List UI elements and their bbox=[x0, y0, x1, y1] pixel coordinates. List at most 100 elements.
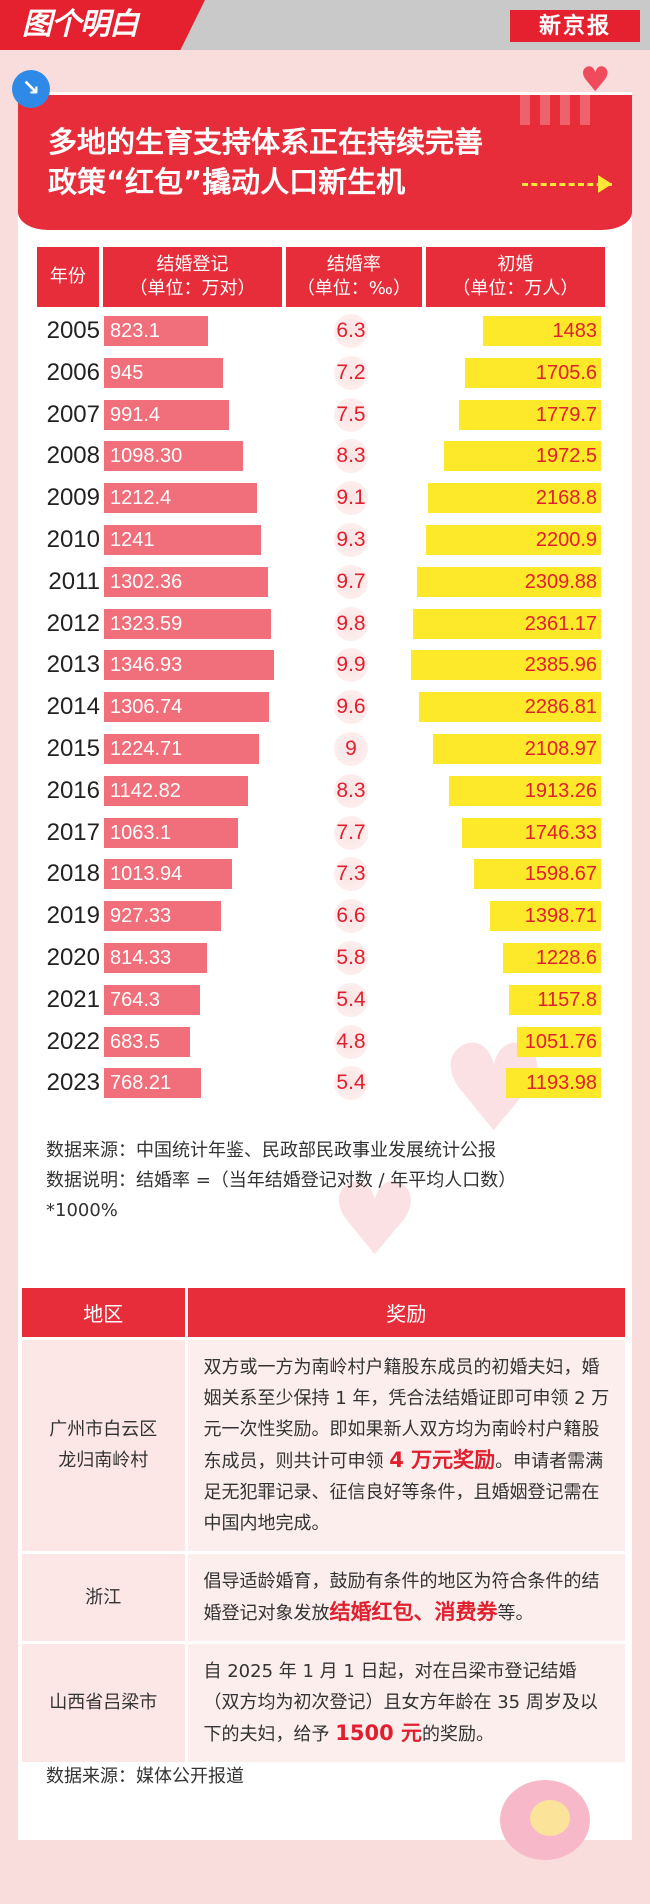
first-marriage-bar bbox=[503, 943, 601, 973]
rate-marker bbox=[334, 355, 368, 390]
reward-highlight: 结婚红包、消费券 bbox=[329, 1599, 498, 1624]
marriage-value-label: 1013.94 bbox=[110, 863, 183, 886]
rate-marker bbox=[334, 523, 368, 557]
year-label: 2010 bbox=[46, 526, 100, 553]
header-first-unit: （单位：万人） bbox=[452, 278, 579, 299]
first-marriage-value-label: 1913.26 bbox=[524, 779, 597, 802]
table-row: 2021 764.3 5.4 1157.8 bbox=[0, 979, 650, 1021]
first-marriage-value-label: 2361.17 bbox=[524, 612, 597, 635]
marriage-value-label: 927.33 bbox=[110, 905, 172, 928]
year-label: 2005 bbox=[46, 317, 100, 344]
brand-logo-right: 新京报 bbox=[510, 10, 640, 42]
policy-header-reward: 奖励 bbox=[186, 1288, 628, 1338]
marriage-value-label: 1323.59 bbox=[110, 612, 183, 635]
table-row: 2008 1098.30 8.3 1972.5 bbox=[0, 435, 650, 477]
first-marriage-bar bbox=[508, 984, 601, 1015]
marriage-bar bbox=[104, 775, 249, 806]
marriage-bar bbox=[104, 1026, 191, 1057]
first-marriage-bar bbox=[517, 1026, 601, 1057]
header-marriage-unit: （单位：万对） bbox=[129, 278, 256, 299]
header-rate: 结婚率 （单位：‰） bbox=[286, 247, 422, 307]
rate-marker bbox=[334, 857, 368, 892]
year-label: 2021 bbox=[46, 985, 100, 1013]
first-marriage-bar bbox=[461, 817, 601, 848]
year-label: 2018 bbox=[46, 860, 100, 888]
year-label: 2013 bbox=[46, 651, 100, 679]
marriage-bar bbox=[104, 901, 222, 932]
rate-marker bbox=[334, 1066, 368, 1101]
first-marriage-bar bbox=[505, 1068, 601, 1099]
marriage-bar bbox=[104, 817, 239, 848]
rate-marker bbox=[334, 773, 368, 808]
flower-center-decoration bbox=[530, 1800, 570, 1836]
rate-value-label: 6.3 bbox=[336, 319, 366, 342]
policy-reward: 倡导适龄婚育，鼓励有条件的地区为符合条件的结婚登记对象发放结婚红包、消费券等。 bbox=[186, 1550, 628, 1642]
table-row: 2014 1306.74 9.6 2286.81 bbox=[0, 686, 650, 728]
header-rate-unit: （单位：‰） bbox=[296, 278, 411, 299]
first-marriage-value-label: 2168.8 bbox=[535, 487, 597, 510]
first-marriage-bar bbox=[411, 650, 601, 681]
rate-marker bbox=[334, 564, 368, 599]
marriage-value-label: 1098.30 bbox=[110, 445, 183, 468]
marriage-bar bbox=[104, 316, 208, 346]
rate-marker bbox=[334, 1024, 368, 1059]
table-row: 浙江 倡导适龄婚育，鼓励有条件的地区为符合条件的结婚登记对象发放结婚红包、消费券… bbox=[22, 1550, 628, 1642]
rate-marker bbox=[334, 606, 368, 641]
data-explanation-note-cont: *1000% bbox=[46, 1200, 118, 1221]
year-label: 2016 bbox=[46, 776, 100, 804]
year-label: 2012 bbox=[46, 609, 100, 637]
table-row: 山西省吕梁市 自 2025 年 1 月 1 日起，对在吕梁市登记结婚（双方均为初… bbox=[22, 1640, 628, 1762]
rate-marker bbox=[334, 815, 368, 850]
region-line: 广州市白云区 bbox=[49, 1419, 158, 1440]
marriage-value-label: 1212.4 bbox=[110, 487, 172, 510]
first-marriage-value-label: 1598.67 bbox=[524, 863, 597, 886]
data-notes: 数据来源：中国统计年鉴、民政部民政事业发展统计公报 数据说明：结婚率 =（当年结… bbox=[46, 1136, 626, 1226]
marriage-value-label: 1346.93 bbox=[110, 654, 183, 677]
policy-region: 浙江 bbox=[22, 1550, 188, 1642]
year-label: 2022 bbox=[46, 1027, 100, 1055]
rate-marker bbox=[334, 899, 368, 934]
rate-marker bbox=[334, 982, 368, 1017]
marriage-value-label: 1063.1 bbox=[110, 821, 172, 844]
marriage-value-label: 1142.82 bbox=[110, 779, 181, 802]
table-row: 2007 991.4 7.5 1779.7 bbox=[0, 394, 650, 436]
marriage-value-label: 683.5 bbox=[110, 1030, 161, 1053]
year-label: 2008 bbox=[46, 442, 100, 470]
title-banner bbox=[18, 95, 632, 230]
heart-icon: ♥ bbox=[580, 60, 611, 100]
marriage-value-label: 1241 bbox=[110, 529, 155, 551]
first-marriage-bar bbox=[448, 775, 601, 806]
first-marriage-bar bbox=[433, 734, 601, 764]
top-bar: 图个明白 新京报 bbox=[0, 0, 650, 50]
policy-region: 广州市白云区 龙归南岭村 bbox=[22, 1336, 188, 1552]
marriage-bar bbox=[104, 399, 230, 430]
arrow-line bbox=[522, 183, 612, 187]
table-row: 2018 1013.94 7.3 1598.67 bbox=[0, 853, 650, 895]
rate-value-label: 9.9 bbox=[336, 653, 366, 677]
year-label: 2014 bbox=[46, 693, 100, 721]
rate-value-label: 6.6 bbox=[336, 904, 366, 928]
region-line: 龙归南岭村 bbox=[58, 1450, 149, 1471]
table-row: 2017 1063.1 7.7 1746.33 bbox=[0, 812, 650, 854]
header-marriage: 结婚登记 （单位：万对） bbox=[102, 247, 283, 307]
year-label: 2011 bbox=[48, 567, 100, 595]
first-marriage-bar bbox=[428, 483, 601, 514]
rate-marker bbox=[334, 439, 368, 474]
policy-reward: 自 2025 年 1 月 1 日起，对在吕梁市登记结婚（双方均为初次登记）且女方… bbox=[186, 1640, 628, 1762]
marriage-bar bbox=[104, 1068, 201, 1099]
marriage-bar bbox=[104, 859, 232, 890]
first-marriage-bar bbox=[489, 901, 601, 932]
first-marriage-bar bbox=[418, 692, 601, 723]
marriage-value-label: 945 bbox=[110, 361, 144, 384]
reward-highlight: 4 万元奖励 bbox=[389, 1447, 496, 1472]
policy-table: 地区 奖励 广州市白云区 龙归南岭村 双方或一方为南岭村户籍股东成员的初婚夫妇，… bbox=[22, 1288, 628, 1762]
year-label: 2009 bbox=[46, 484, 100, 512]
marriage-bar bbox=[104, 525, 261, 555]
rate-value-label: 9.8 bbox=[336, 611, 366, 635]
banner-pattern bbox=[520, 95, 600, 125]
header-marriage-label: 结婚登记 bbox=[156, 254, 229, 275]
marriage-value-label: 1306.74 bbox=[110, 696, 183, 719]
data-source-note: 数据来源：中国统计年鉴、民政部民政事业发展统计公报 bbox=[46, 1140, 496, 1161]
rate-marker bbox=[334, 941, 368, 975]
title-line-2: 政策“红包”撬动人口新生机 bbox=[48, 165, 406, 199]
